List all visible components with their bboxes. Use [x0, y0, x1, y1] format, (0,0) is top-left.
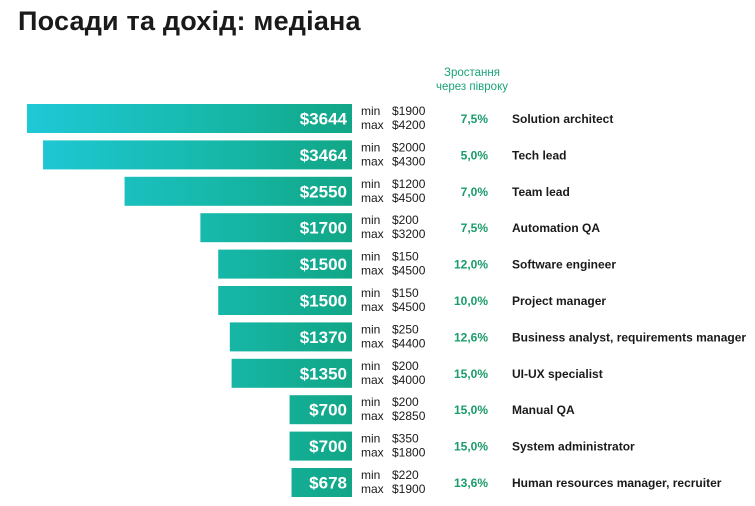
- role-label: UI-UX specialist: [512, 367, 603, 381]
- max-label: max: [361, 118, 384, 132]
- min-value: $2000: [392, 140, 426, 154]
- bar: [231, 358, 352, 388]
- max-label: max: [361, 264, 384, 278]
- min-label: min: [361, 395, 380, 409]
- page-title: Посади та дохід: медіана: [18, 6, 361, 36]
- min-label: min: [361, 359, 380, 373]
- min-value: $220: [392, 468, 419, 482]
- role-label: System administrator: [512, 440, 635, 454]
- growth-value: 12,0%: [454, 258, 488, 272]
- min-value: $250: [392, 322, 419, 336]
- growth-value: 15,0%: [454, 403, 488, 417]
- bars-group: $3644 min $1900 max $4200 7,5% Solution archit…: [27, 104, 746, 497]
- growth-column-header: Зростання через півроку: [428, 66, 516, 94]
- max-value: $4000: [392, 373, 426, 387]
- max-label: max: [361, 191, 384, 205]
- max-label: max: [361, 482, 384, 496]
- max-label: max: [361, 336, 384, 350]
- min-value: $150: [392, 286, 419, 300]
- role-label: Automation QA: [512, 221, 600, 235]
- growth-value: 15,0%: [454, 367, 488, 381]
- role-label: Manual QA: [512, 403, 575, 417]
- min-label: min: [361, 250, 380, 264]
- bar: [291, 468, 352, 497]
- min-label: min: [361, 140, 380, 154]
- bar-value-label: $1500: [300, 255, 347, 274]
- role-label: Project manager: [512, 294, 606, 308]
- growth-value: 13,6%: [454, 476, 488, 490]
- max-label: max: [361, 154, 384, 168]
- bar-value-label: $3464: [300, 146, 348, 165]
- bar-value-label: $1700: [300, 219, 347, 238]
- min-value: $200: [392, 359, 419, 373]
- max-value: $2850: [392, 409, 426, 423]
- min-value: $1200: [392, 177, 426, 191]
- max-value: $4400: [392, 336, 426, 350]
- growth-header-line-1: Зростання: [444, 67, 500, 79]
- bar: [289, 431, 352, 461]
- max-value: $4500: [392, 300, 426, 314]
- min-label: min: [361, 177, 380, 191]
- max-value: $4500: [392, 191, 426, 205]
- max-value: $1900: [392, 482, 426, 496]
- max-value: $4200: [392, 118, 426, 132]
- bar: [218, 286, 352, 315]
- min-value: $200: [392, 395, 419, 409]
- min-label: min: [361, 432, 380, 446]
- bar-value-label: $2550: [300, 182, 347, 201]
- growth-header-line-2: через півроку: [436, 81, 508, 93]
- bar: [289, 395, 352, 425]
- max-label: max: [361, 227, 384, 241]
- growth-value: 12,6%: [454, 330, 488, 344]
- bar: [27, 104, 352, 133]
- bar-value-label: $1500: [300, 292, 347, 311]
- min-label: min: [361, 213, 380, 227]
- bar-value-label: $700: [309, 401, 347, 420]
- min-value: $200: [392, 213, 419, 227]
- bar: [124, 176, 352, 206]
- bar: [200, 213, 352, 243]
- bar-value-label: $1350: [300, 364, 347, 383]
- min-label: min: [361, 322, 380, 336]
- max-label: max: [361, 300, 384, 314]
- growth-value: 5,0%: [461, 148, 489, 162]
- role-label: Human resources manager, recruiter: [512, 476, 722, 490]
- bar-value-label: $700: [309, 437, 347, 456]
- growth-value: 7,5%: [461, 112, 489, 126]
- growth-value: 7,5%: [461, 221, 489, 235]
- role-label: Tech lead: [512, 148, 566, 162]
- max-value: $4300: [392, 154, 426, 168]
- max-value: $4500: [392, 264, 426, 278]
- min-label: min: [361, 104, 380, 118]
- bar-value-label: $1370: [300, 328, 347, 347]
- max-value: $1800: [392, 446, 426, 460]
- min-value: $150: [392, 250, 419, 264]
- role-label: Team lead: [512, 185, 570, 199]
- bar: [43, 140, 353, 170]
- bar-value-label: $678: [309, 474, 347, 493]
- min-value: $350: [392, 432, 419, 446]
- min-value: $1900: [392, 104, 426, 118]
- role-label: Business analyst, requirements manager: [512, 330, 746, 344]
- max-value: $3200: [392, 227, 426, 241]
- min-label: min: [361, 468, 380, 482]
- bar: [218, 249, 352, 279]
- role-label: Solution architect: [512, 112, 613, 126]
- bar: [229, 322, 352, 352]
- growth-value: 10,0%: [454, 294, 488, 308]
- max-label: max: [361, 409, 384, 423]
- growth-value: 15,0%: [454, 440, 488, 454]
- bar-value-label: $3644: [300, 110, 348, 129]
- max-label: max: [361, 446, 384, 460]
- max-label: max: [361, 373, 384, 387]
- min-label: min: [361, 286, 380, 300]
- growth-value: 7,0%: [461, 185, 489, 199]
- role-label: Software engineer: [512, 258, 616, 272]
